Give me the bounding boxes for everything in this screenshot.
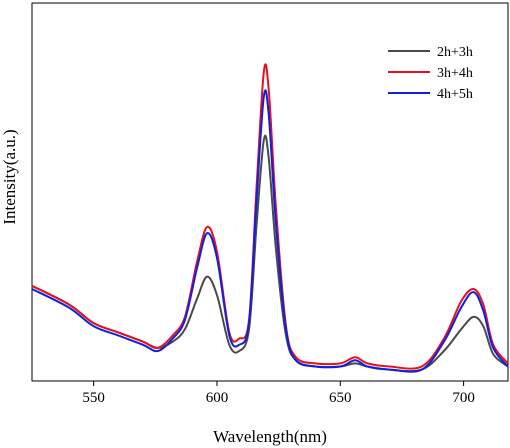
plot-frame xyxy=(31,2,509,382)
x-tick-label: 600 xyxy=(206,390,229,406)
legend-label-1: 2h+3h xyxy=(437,45,473,60)
series-line-2 xyxy=(31,63,509,370)
series-line-1 xyxy=(31,134,509,373)
x-tick-label: 650 xyxy=(329,390,352,406)
y-axis-label: Intensity(a.u.) xyxy=(0,129,19,224)
legend: 2h+3h 3h+4h 4h+5h xyxy=(388,45,473,102)
x-tick-label: 550 xyxy=(82,390,105,406)
series-curves xyxy=(31,63,509,373)
x-tick-label: 700 xyxy=(452,390,475,406)
x-axis-ticks: 550 600 650 700 xyxy=(82,381,475,406)
legend-label-2: 3h+4h xyxy=(437,66,473,81)
legend-label-3: 4h+5h xyxy=(437,87,473,102)
x-axis-label: Wavelength(nm) xyxy=(213,427,327,446)
series-line-3 xyxy=(31,89,509,373)
